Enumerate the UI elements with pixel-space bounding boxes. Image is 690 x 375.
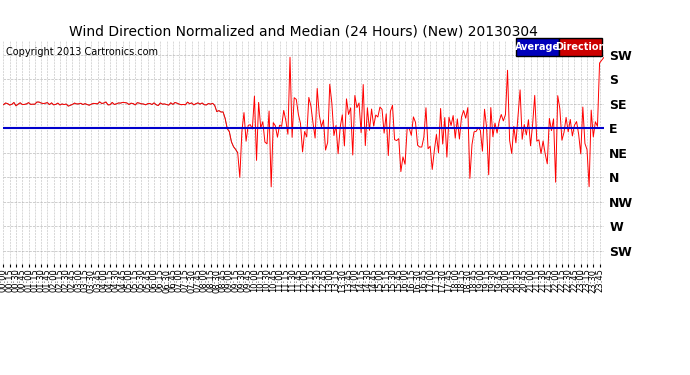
- Title: Wind Direction Normalized and Median (24 Hours) (New) 20130304: Wind Direction Normalized and Median (24…: [69, 25, 538, 39]
- Text: Average: Average: [515, 42, 560, 51]
- Text: Copyright 2013 Cartronics.com: Copyright 2013 Cartronics.com: [6, 47, 157, 57]
- Text: Direction: Direction: [555, 42, 606, 51]
